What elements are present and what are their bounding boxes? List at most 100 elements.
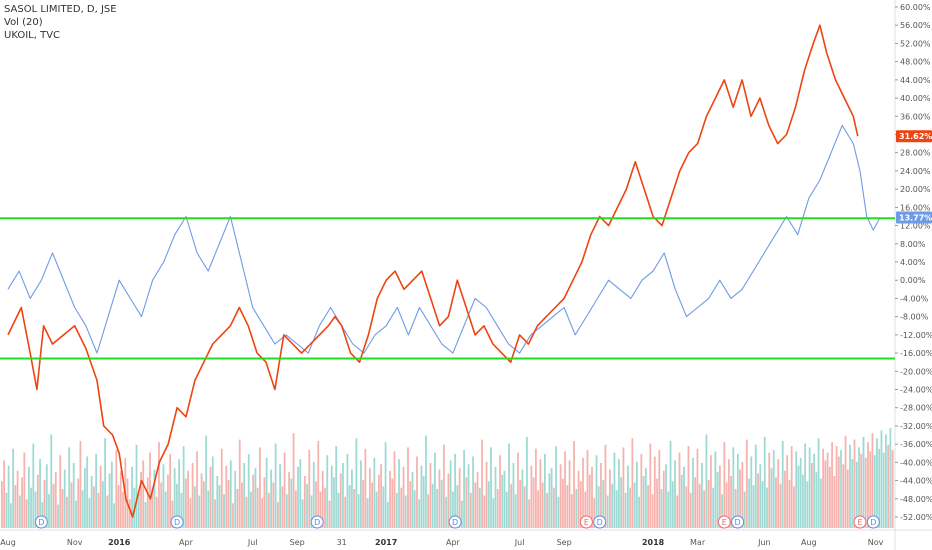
volume-bar (862, 437, 865, 528)
y-tick-label: -20.00% (900, 367, 932, 376)
volume-bar (494, 466, 497, 528)
legend-main-symbol[interactable]: SASOL LIMITED, D, JSE (4, 4, 117, 15)
volume-bar (36, 474, 39, 528)
volume-bar (593, 498, 596, 528)
x-tick-label: Jul (247, 538, 258, 547)
earnings-badge[interactable]: E (853, 515, 867, 529)
volume-bar (386, 502, 389, 528)
volume-bar (315, 481, 317, 528)
volume-bar (640, 453, 643, 528)
volume-bar (205, 435, 207, 528)
volume-bar (882, 452, 885, 528)
volume-bar (620, 477, 623, 528)
volume-bar (310, 495, 313, 528)
dividend-badge[interactable]: D (448, 515, 462, 529)
volume-bar (575, 489, 578, 528)
volume-bar (824, 460, 827, 528)
volume-bar (786, 455, 789, 528)
volume-bar (371, 482, 373, 528)
y-tick-label: 0.00% (900, 276, 926, 285)
volume-bar (671, 481, 674, 528)
volume-bar (301, 499, 304, 528)
y-tick-label: -28.00% (900, 404, 932, 413)
x-tick-label: 2018 (642, 538, 665, 547)
volume-bar (503, 470, 506, 528)
dividend-badge[interactable]: D (170, 515, 184, 529)
volume-bar (200, 473, 203, 528)
volume-bar (687, 446, 690, 528)
volume-bar (680, 474, 683, 528)
volume-bar (70, 482, 73, 528)
earnings-badge[interactable]: E (579, 515, 593, 529)
volume-bar (375, 491, 378, 528)
volume-bar (869, 451, 872, 528)
volume-bar (846, 469, 849, 528)
svg-text:D: D (870, 518, 876, 527)
dividend-badge[interactable]: D (310, 515, 324, 529)
volume-bar (649, 443, 652, 528)
volume-bar (476, 472, 479, 528)
volume-bar (759, 464, 762, 528)
volume-bar (763, 437, 766, 528)
legend-volume-indicator[interactable]: Vol (20) (4, 17, 43, 28)
volume-bar (297, 466, 299, 528)
y-tick-label: -52.00% (900, 513, 932, 522)
volume-bar (512, 463, 515, 528)
volume-bar (487, 481, 490, 528)
volume-bar (395, 492, 398, 528)
volume-bar (117, 485, 120, 528)
volume-bar (624, 492, 627, 528)
volume-bar (256, 487, 259, 528)
volume-bar (627, 465, 629, 528)
volume-bar (144, 502, 147, 528)
volume-bar (788, 479, 791, 528)
x-tick-label: Nov (868, 538, 884, 547)
x-tick-label: Nov (67, 538, 83, 547)
volume-bar (319, 491, 322, 528)
volume-bar (285, 494, 288, 528)
volume-bar (613, 452, 616, 528)
dividend-badge[interactable]: D (593, 515, 607, 529)
volume-bar (808, 447, 811, 528)
volume-bar (557, 496, 560, 528)
volume-bar (225, 465, 228, 528)
dividend-badge[interactable]: D (731, 515, 745, 529)
volume-bar (268, 492, 270, 528)
volume-bar (443, 444, 445, 528)
volume-bar (245, 496, 248, 528)
volume-bar (218, 485, 221, 528)
dividend-badge[interactable]: D (34, 515, 48, 529)
volume-bar (272, 482, 275, 528)
legend-compare-symbol[interactable]: UKOIL, TVC (4, 30, 61, 41)
volume-bar (550, 468, 553, 528)
earnings-badge[interactable]: E (717, 515, 731, 529)
volume-bar (409, 481, 412, 528)
volume-bar (184, 478, 187, 528)
volume-bar (321, 470, 324, 528)
volume-bar (3, 460, 6, 528)
volume-bar (101, 481, 104, 528)
volume-bar (858, 447, 860, 528)
dividend-badge[interactable]: D (866, 515, 880, 529)
volume-bar (891, 450, 894, 528)
volume-bar (864, 457, 867, 528)
volume-bar (342, 463, 344, 528)
volume-bar (68, 447, 71, 528)
volume-bar (508, 443, 510, 528)
volume-bar (283, 452, 286, 528)
volume-bar (523, 486, 526, 528)
volume-bar (223, 494, 225, 528)
volume-bar (555, 446, 557, 528)
volume-bar (510, 483, 513, 528)
volume-bar (633, 482, 636, 528)
x-tick-label: 2016 (108, 538, 131, 547)
y-tick-label: 4.00% (900, 258, 926, 267)
volume-bar (162, 464, 165, 528)
volume-bar (853, 439, 856, 528)
volume-bar (449, 460, 452, 528)
volume-bar (146, 477, 149, 528)
volume-bar (330, 465, 333, 528)
volume-bar (784, 470, 786, 528)
volume-bar (317, 440, 320, 528)
